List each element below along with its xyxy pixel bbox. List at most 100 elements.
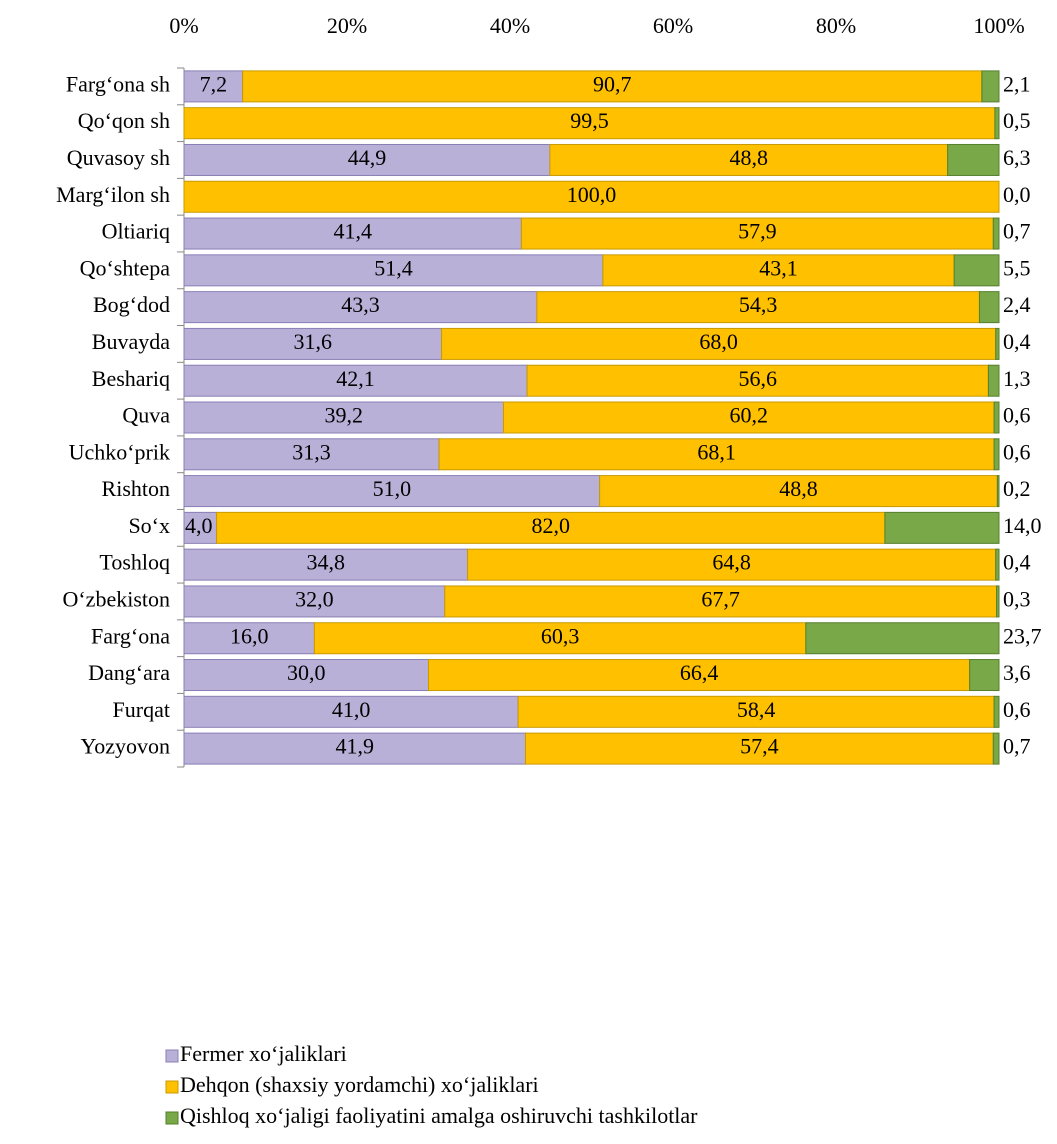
data-label: 2,4 bbox=[1003, 292, 1031, 317]
data-label: 67,7 bbox=[701, 586, 740, 611]
data-label: 54,3 bbox=[739, 292, 778, 317]
data-label: 60,3 bbox=[541, 623, 580, 648]
data-label: 51,4 bbox=[374, 255, 413, 280]
bar-segment bbox=[996, 475, 1000, 508]
legend-label: Dehqon (shaxsiy yordamchi) xo‘jaliklari bbox=[180, 1072, 539, 1097]
data-label: 0,6 bbox=[1003, 697, 1031, 722]
bar-segment bbox=[502, 401, 995, 434]
bar-segment bbox=[183, 585, 446, 618]
data-label: 41,0 bbox=[332, 697, 371, 722]
bar-segment bbox=[805, 622, 1000, 655]
data-label: 82,0 bbox=[532, 513, 571, 538]
data-label: 0,0 bbox=[1003, 182, 1031, 207]
data-label: 51,0 bbox=[373, 476, 412, 501]
data-label: 34,8 bbox=[307, 550, 346, 575]
y-tick-label: Uchko‘prik bbox=[69, 439, 170, 464]
y-tick-label: Farg‘ona sh bbox=[66, 71, 170, 96]
bar-segment bbox=[995, 327, 1000, 360]
bar-segment bbox=[978, 291, 1000, 324]
data-label: 48,8 bbox=[730, 145, 769, 170]
bar-segment bbox=[183, 217, 522, 250]
bar-segment bbox=[994, 107, 1000, 140]
data-label: 2,1 bbox=[1003, 71, 1031, 96]
data-label: 68,1 bbox=[697, 439, 736, 464]
y-tick-label: Farg‘ona bbox=[91, 623, 170, 648]
bar-segment bbox=[441, 327, 997, 360]
data-label: 31,3 bbox=[292, 439, 331, 464]
bar-segment bbox=[520, 217, 994, 250]
bar-segment bbox=[993, 695, 1000, 728]
bar-segment bbox=[444, 585, 998, 618]
bar-segment bbox=[183, 475, 601, 508]
legend-swatch bbox=[165, 1049, 179, 1063]
data-label: 48,8 bbox=[779, 476, 818, 501]
bar-segment bbox=[428, 659, 971, 692]
data-label: 32,0 bbox=[295, 586, 334, 611]
legend-label: Fermer xo‘jaliklari bbox=[180, 1041, 347, 1066]
bar-segment bbox=[438, 438, 995, 471]
y-tick-label: Bog‘dod bbox=[93, 292, 170, 317]
bar-segment bbox=[183, 695, 519, 728]
data-label: 66,4 bbox=[680, 660, 719, 685]
y-tick-label: O‘zbekiston bbox=[62, 586, 170, 611]
bar-segment bbox=[981, 70, 1000, 103]
data-label: 99,5 bbox=[570, 108, 609, 133]
legend-swatch bbox=[165, 1080, 179, 1094]
y-tick-label: Rishton bbox=[102, 476, 170, 501]
data-label: 16,0 bbox=[230, 623, 269, 648]
bar-segment bbox=[884, 511, 1000, 544]
bar-segment bbox=[183, 143, 551, 176]
data-label: 57,4 bbox=[740, 734, 779, 759]
bar-segment bbox=[517, 695, 995, 728]
bar-segment bbox=[183, 622, 315, 655]
data-label: 6,3 bbox=[1003, 145, 1031, 170]
data-label: 0,7 bbox=[1003, 219, 1031, 244]
bar-segment bbox=[183, 659, 429, 692]
y-tick-label: Buvayda bbox=[92, 329, 170, 354]
bar-segment bbox=[953, 254, 1000, 287]
data-label: 30,0 bbox=[287, 660, 326, 685]
y-tick-label: Marg‘ilon sh bbox=[56, 182, 170, 207]
bar-segment bbox=[526, 364, 989, 397]
data-label: 44,9 bbox=[348, 145, 387, 170]
data-label: 57,9 bbox=[738, 219, 777, 244]
data-label: 0,7 bbox=[1003, 734, 1031, 759]
bar-segment bbox=[992, 732, 1000, 765]
data-label: 0,3 bbox=[1003, 586, 1031, 611]
legend-label: Qishloq xo‘jaligi faoliyatini amalga osh… bbox=[180, 1103, 698, 1128]
bar-segment bbox=[467, 548, 997, 581]
bar-segment bbox=[987, 364, 1000, 397]
data-label: 43,1 bbox=[759, 255, 798, 280]
legend-swatch bbox=[165, 1111, 179, 1125]
data-label: 7,2 bbox=[200, 71, 228, 96]
bar-segment bbox=[183, 438, 440, 471]
bar-segment bbox=[183, 327, 443, 360]
y-tick-label: Qo‘shtepa bbox=[80, 255, 171, 280]
data-label: 0,4 bbox=[1003, 550, 1031, 575]
data-label: 43,3 bbox=[341, 292, 380, 317]
bar-segment bbox=[995, 548, 1000, 581]
data-label: 0,6 bbox=[1003, 439, 1031, 464]
bar-segment bbox=[183, 254, 604, 287]
data-label: 42,1 bbox=[336, 366, 375, 391]
data-label: 1,3 bbox=[1003, 366, 1031, 391]
data-label: 39,2 bbox=[324, 403, 363, 428]
data-label: 60,2 bbox=[730, 403, 769, 428]
bar-segment bbox=[599, 475, 998, 508]
y-tick-label: Yozyovon bbox=[81, 734, 170, 759]
y-tick-label: Furqat bbox=[113, 697, 170, 722]
data-label: 64,8 bbox=[712, 550, 751, 575]
bar-segment bbox=[183, 291, 538, 324]
data-label: 0,2 bbox=[1003, 476, 1031, 501]
data-label: 100,0 bbox=[567, 182, 617, 207]
data-label: 41,9 bbox=[335, 734, 374, 759]
x-tick-label: 0% bbox=[169, 13, 198, 38]
data-label: 31,6 bbox=[294, 329, 333, 354]
bar-segment bbox=[992, 217, 1000, 250]
bar-segment bbox=[993, 438, 1000, 471]
data-label: 41,4 bbox=[333, 219, 372, 244]
x-tick-label: 20% bbox=[327, 13, 367, 38]
bar-segment bbox=[183, 732, 526, 765]
data-label: 0,6 bbox=[1003, 403, 1031, 428]
